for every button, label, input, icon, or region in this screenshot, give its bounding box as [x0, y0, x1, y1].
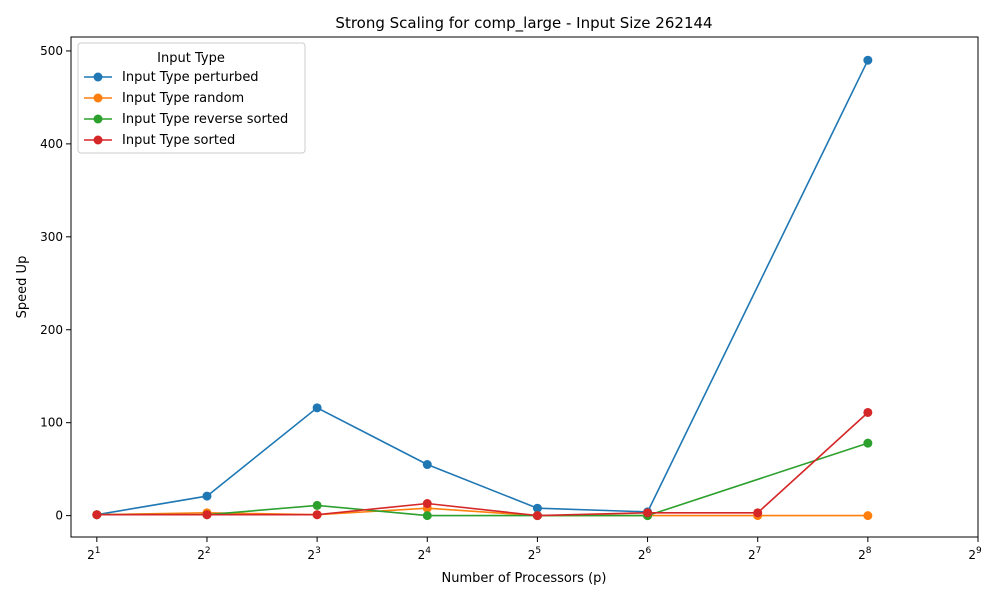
chart-title: Strong Scaling for comp_large - Input Si… — [335, 14, 712, 33]
x-tick-base: 2 — [748, 548, 756, 562]
legend-title: Input Type — [157, 51, 225, 66]
x-tick-exponent: 7 — [756, 546, 762, 556]
data-point — [863, 55, 873, 65]
data-point — [312, 510, 322, 520]
data-point — [422, 511, 432, 521]
x-tick-label: 26 — [638, 546, 652, 562]
legend-swatch-marker — [93, 135, 103, 145]
y-tick-label: 0 — [55, 509, 63, 523]
y-tick-label: 400 — [40, 137, 63, 151]
legend-items: Input Type perturbed Input Type random Inp… — [84, 70, 288, 148]
x-tick-exponent: 9 — [976, 546, 982, 556]
data-point — [863, 511, 873, 521]
legend-label: Input Type sorted — [122, 133, 235, 148]
x-tick-label: 25 — [528, 546, 541, 562]
legend-label: Input Type random — [122, 91, 244, 106]
y-tick-label: 100 — [40, 416, 63, 430]
x-tick-base: 2 — [418, 548, 426, 562]
x-tick-label: 24 — [418, 546, 432, 562]
y-axis-label: Speed Up — [15, 256, 30, 319]
data-point — [312, 403, 322, 413]
x-tick-base: 2 — [307, 548, 315, 562]
legend-item: Input Type perturbed — [84, 70, 259, 85]
x-axis: 21 22 23 24 25 26 27 28 29 — [87, 537, 982, 562]
legend-item: Input Type reverse sorted — [84, 112, 288, 127]
x-tick-base: 2 — [858, 548, 866, 562]
legend-label: Input Type perturbed — [122, 70, 259, 85]
data-point — [422, 499, 432, 509]
series-3 — [92, 407, 873, 521]
x-tick-label: 27 — [748, 546, 761, 562]
x-tick-base: 2 — [638, 548, 646, 562]
x-tick-exponent: 2 — [205, 546, 211, 556]
data-point — [532, 511, 542, 521]
x-tick-label: 28 — [858, 546, 872, 562]
x-tick-exponent: 8 — [866, 546, 872, 556]
data-point — [643, 508, 653, 518]
y-tick-label: 300 — [40, 230, 63, 244]
x-tick-label: 23 — [307, 546, 320, 562]
data-point — [422, 460, 432, 470]
data-point — [863, 407, 873, 417]
data-point — [863, 438, 873, 448]
data-point — [312, 500, 322, 510]
legend-swatch-marker — [93, 72, 103, 82]
series-layer — [92, 55, 873, 521]
legend-item: Input Type random — [84, 91, 244, 106]
x-tick-base: 2 — [968, 548, 976, 562]
x-tick-exponent: 3 — [315, 546, 321, 556]
series-line — [96, 411, 869, 517]
legend-swatch-marker — [93, 93, 103, 103]
legend-item: Input Type sorted — [84, 133, 235, 148]
x-tick-exponent: 6 — [646, 546, 652, 556]
data-point — [92, 510, 102, 520]
x-tick-label: 22 — [197, 546, 210, 562]
x-tick-label: 21 — [87, 546, 100, 562]
x-axis-label: Number of Processors (p) — [442, 571, 607, 586]
legend-swatch-marker — [93, 114, 103, 124]
data-point — [202, 491, 212, 501]
x-tick-base: 2 — [197, 548, 205, 562]
x-tick-exponent: 5 — [535, 546, 541, 556]
y-axis: 0 100 200 300 400 500 — [40, 44, 71, 523]
data-point — [753, 508, 763, 518]
x-tick-base: 2 — [87, 548, 95, 562]
data-point — [202, 510, 212, 520]
x-tick-label: 29 — [968, 546, 982, 562]
x-tick-exponent: 1 — [95, 546, 101, 556]
legend-box — [77, 42, 306, 154]
legend-label: Input Type reverse sorted — [122, 112, 288, 127]
data-point — [532, 503, 542, 513]
x-tick-base: 2 — [528, 548, 536, 562]
y-tick-label: 200 — [40, 323, 63, 337]
x-tick-exponent: 4 — [425, 546, 431, 556]
y-tick-label: 500 — [40, 44, 63, 58]
